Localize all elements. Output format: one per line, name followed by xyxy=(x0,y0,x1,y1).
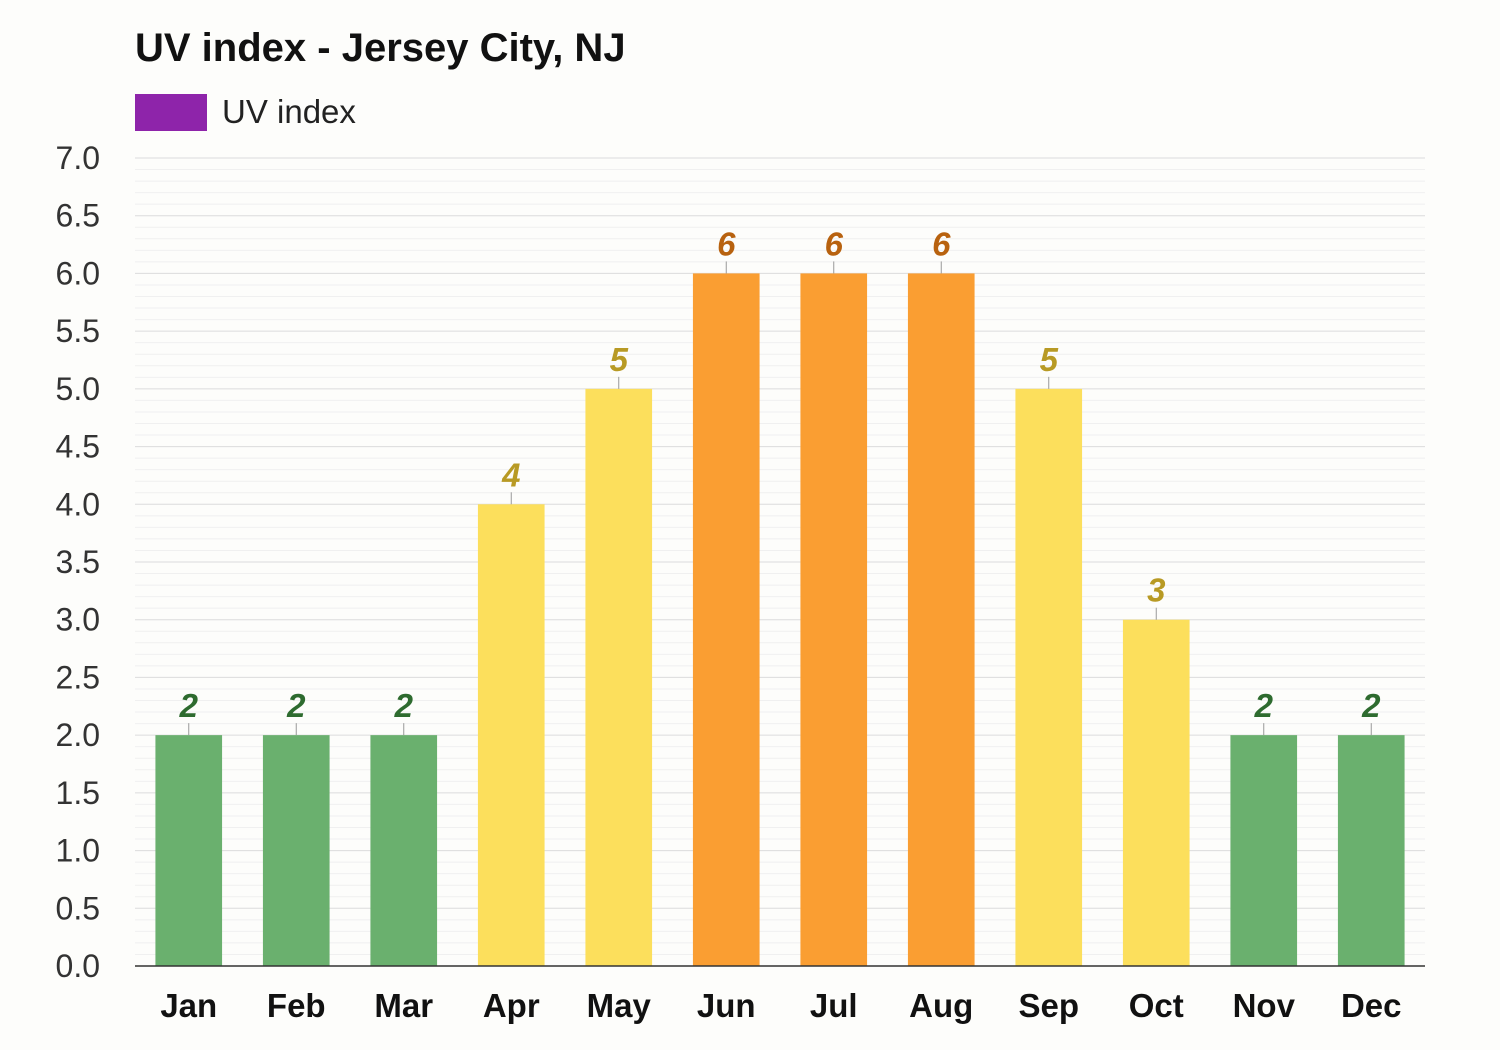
y-tick-label: 5.5 xyxy=(56,313,100,349)
x-tick-label: Jun xyxy=(697,987,756,1024)
x-tick-label: Apr xyxy=(483,987,540,1024)
bar-mar xyxy=(370,735,438,966)
data-label: 6 xyxy=(825,225,844,262)
bar-dec xyxy=(1337,735,1405,966)
y-tick-label: 4.5 xyxy=(56,429,100,465)
gridlines xyxy=(135,157,1425,967)
data-label: 3 xyxy=(1147,572,1165,609)
bar-jan xyxy=(155,735,223,966)
bar-apr xyxy=(477,504,545,966)
y-tick-label: 0.0 xyxy=(56,948,100,984)
y-tick-label: 2.5 xyxy=(56,659,100,695)
y-axis-ticks: 0.0 0.5 1.0 1.5 2.0 2.5 3.0 3.5 4.0 4.5 5.0 5.5 6.0 6… xyxy=(56,140,100,984)
x-tick-label: Aug xyxy=(909,987,973,1024)
data-label: 2 xyxy=(1254,687,1274,724)
y-tick-label: 5.0 xyxy=(56,371,100,407)
data-labels: 2 2 2 4 5 6 6 6 5 3 2 2 xyxy=(179,225,1381,736)
bar-oct xyxy=(1122,619,1190,966)
x-tick-label: Jul xyxy=(810,987,858,1024)
x-tick-label: May xyxy=(587,987,652,1024)
bar-aug xyxy=(907,273,975,966)
x-axis-ticks: Jan Feb Mar Apr May Jun Jul Aug Sep Oct Nov Dec xyxy=(160,987,1401,1024)
y-tick-label: 3.0 xyxy=(56,602,100,638)
x-tick-label: Sep xyxy=(1018,987,1079,1024)
y-tick-label: 7.0 xyxy=(56,140,100,176)
y-tick-label: 6.0 xyxy=(56,255,100,291)
y-tick-label: 3.5 xyxy=(56,544,100,580)
bar-sep xyxy=(1015,388,1083,966)
data-label: 6 xyxy=(932,225,951,262)
y-tick-label: 1.5 xyxy=(56,775,100,811)
legend-swatch xyxy=(135,93,207,131)
bar-nov xyxy=(1230,735,1298,966)
x-tick-label: Jan xyxy=(160,987,217,1024)
x-tick-label: Oct xyxy=(1129,987,1184,1024)
x-tick-label: Mar xyxy=(374,987,433,1024)
chart-title: UV index - Jersey City, NJ xyxy=(135,26,626,70)
x-tick-label: Feb xyxy=(267,987,326,1024)
data-label: 4 xyxy=(501,456,520,493)
x-tick-label: Nov xyxy=(1233,987,1296,1024)
bar-jun xyxy=(692,273,760,966)
x-tick-label: Dec xyxy=(1341,987,1402,1024)
bar-feb xyxy=(262,735,330,966)
y-tick-label: 1.0 xyxy=(56,833,100,869)
bars xyxy=(155,273,1405,966)
data-label: 2 xyxy=(179,687,199,724)
bar-jul xyxy=(800,273,868,966)
data-label: 5 xyxy=(1040,341,1059,378)
y-tick-label: 4.0 xyxy=(56,486,100,522)
y-tick-label: 6.5 xyxy=(56,198,100,234)
bar-may xyxy=(585,388,653,966)
data-label: 6 xyxy=(717,225,736,262)
data-label: 2 xyxy=(394,687,414,724)
data-label: 2 xyxy=(286,687,306,724)
data-label: 2 xyxy=(1361,687,1381,724)
y-tick-label: 0.5 xyxy=(56,890,100,926)
y-tick-label: 2.0 xyxy=(56,717,100,753)
legend-label: UV index xyxy=(222,93,356,130)
data-label: 5 xyxy=(610,341,629,378)
legend: UV index xyxy=(135,93,356,131)
